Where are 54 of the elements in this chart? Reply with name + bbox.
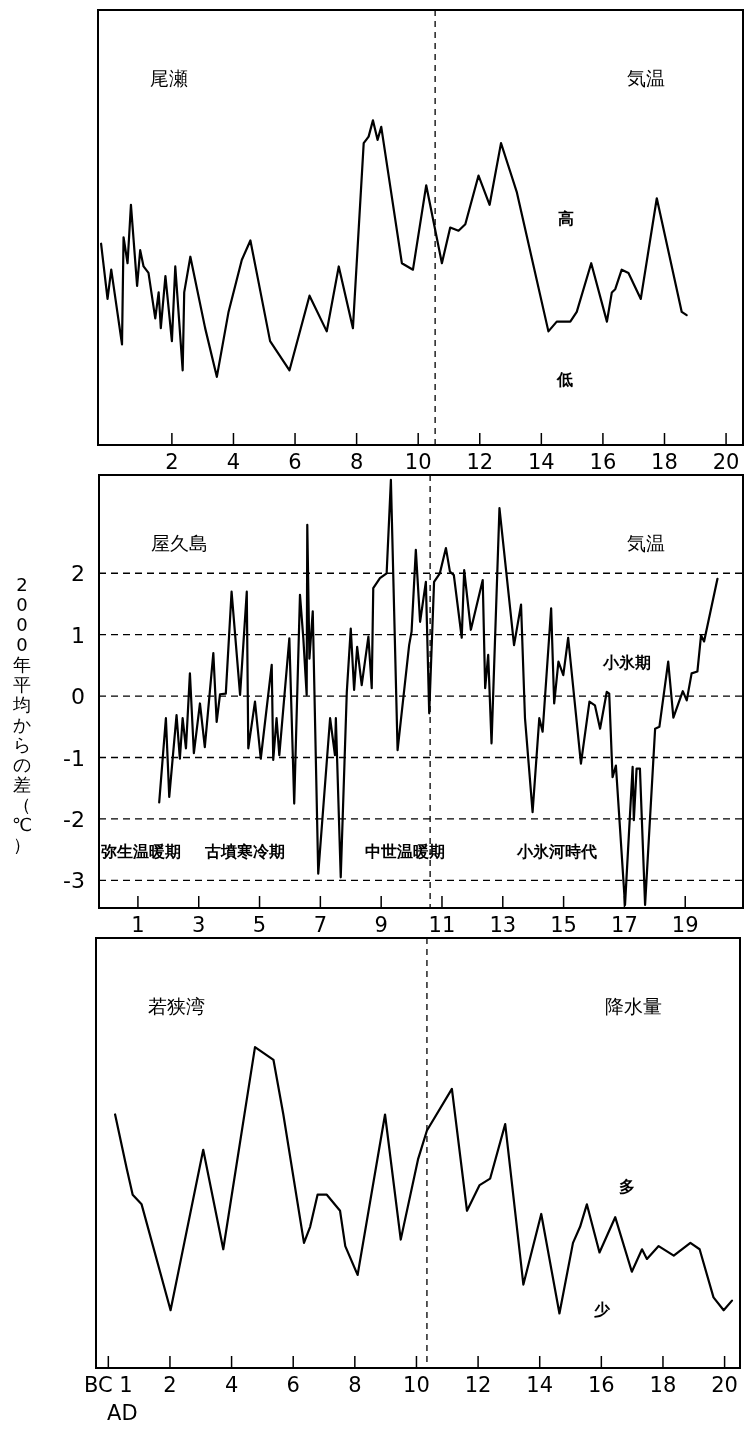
- x-tick-label: 19: [671, 913, 699, 937]
- x-tick-label: 2: [163, 1373, 177, 1397]
- x-tick-label: 16: [587, 1373, 615, 1397]
- annotation: 低: [556, 370, 573, 389]
- annotation: 小氷河時代: [516, 842, 597, 861]
- y-tick-label: 1: [71, 622, 85, 648]
- x-tick-label: 14: [526, 1373, 554, 1397]
- text: 2000年平均からの差（℃）: [11, 573, 33, 855]
- x-tick-label: 10: [403, 1373, 430, 1397]
- x-tick-label: 3: [192, 913, 206, 937]
- x-tick-label: BC 1: [83, 1373, 133, 1397]
- annotation: 高: [558, 209, 574, 228]
- x-tick-label: 12: [464, 1373, 492, 1397]
- y-tick-label: 2: [71, 561, 85, 587]
- x-tick-label: 12: [466, 450, 494, 474]
- x-tick-label: 20: [711, 1373, 738, 1397]
- x-tick-label: 20: [712, 450, 740, 474]
- x-tick-label: 13: [489, 913, 517, 937]
- x-tick-label: 18: [649, 1373, 677, 1397]
- chart-title: 尾瀬: [150, 67, 188, 89]
- y-tick-label: 0: [71, 684, 85, 710]
- annotation: 多: [619, 1177, 635, 1196]
- x-tick-label: 4: [224, 1373, 239, 1397]
- x-tick-label: 14: [527, 450, 555, 474]
- x-tick-label: 7: [313, 913, 328, 937]
- y-tick-label: -2: [63, 806, 85, 832]
- x-tick-label: 15: [550, 913, 577, 937]
- x-tick-label: 1: [131, 913, 145, 937]
- x-tick-label: 17: [611, 913, 638, 937]
- text: 屋久島: [151, 532, 208, 554]
- annotation: 小氷期: [602, 653, 651, 672]
- annotation: 中世温暖期: [365, 842, 445, 861]
- text: 気温: [627, 532, 665, 554]
- chart-subtitle: 降水量: [605, 995, 662, 1017]
- annotation: 古墳寒冷期: [204, 842, 285, 861]
- x-axis-title: AD: [107, 1401, 138, 1425]
- x-tick-label: 6: [288, 450, 302, 474]
- x-tick-label: 5: [252, 913, 267, 937]
- x-tick-label: 2: [165, 450, 179, 474]
- x-tick-label: 8: [349, 450, 364, 474]
- x-tick-label: 18: [651, 450, 678, 474]
- x-tick-label: 6: [286, 1373, 300, 1397]
- x-tick-label: 11: [428, 913, 456, 937]
- chart-subtitle: 気温: [627, 67, 665, 89]
- x-tick-label: 4: [226, 450, 241, 474]
- y-tick-label: -1: [63, 745, 85, 771]
- y-tick-label: -3: [63, 868, 85, 894]
- annotation: 少: [594, 1300, 611, 1319]
- annotation: 弥生温暖期: [101, 842, 181, 861]
- x-tick-label: 16: [589, 450, 617, 474]
- x-tick-label: 10: [404, 450, 432, 474]
- x-tick-label: 9: [374, 913, 388, 937]
- chart-title: 若狭湾: [148, 995, 205, 1017]
- x-tick-label: 8: [348, 1373, 362, 1397]
